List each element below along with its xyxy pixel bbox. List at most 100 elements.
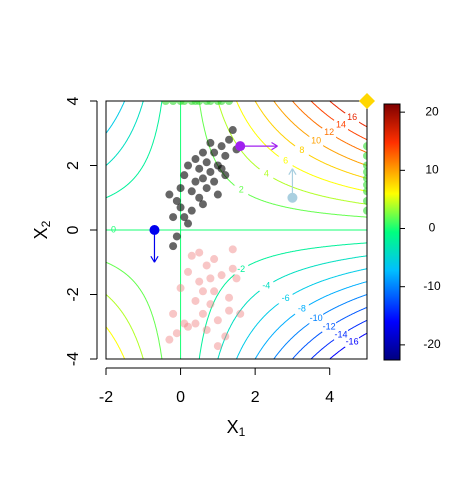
contour-line [106,101,367,359]
scatter-point [206,101,215,105]
contour-label: 2 [239,185,244,195]
scatter-point [363,174,367,183]
scatter-point [228,264,237,273]
y-tick-label: -2 [65,287,82,301]
contour-line [328,101,367,128]
contour-label-bg [259,168,274,179]
contour-label: -8 [298,304,306,314]
scatter-point [206,138,215,147]
scatter-point [202,184,211,193]
scatter-point [195,101,204,105]
scatter-point [206,167,215,176]
scatter-point [180,213,189,222]
scatter-point [232,274,241,283]
contour-label: -12 [323,322,336,332]
y-axis-label: X2 [31,220,53,239]
scatter-point [172,329,181,338]
y-tick-label: 0 [65,225,82,234]
scatter-point [221,171,230,180]
scatter-point [236,309,245,318]
colorbar-tick-label: -20 [423,337,441,351]
scatter-point [213,342,222,351]
optimum-point [359,93,375,109]
scatter-point [228,126,237,135]
scatter-point [191,177,200,186]
scatter-point [198,309,207,318]
contour-label-group: 2 [234,185,249,196]
scatter-point [191,319,200,328]
contour-label-group: -4 [259,280,274,292]
scatter-point [363,187,367,196]
y-tick-label: 4 [65,96,82,105]
contour-line [310,319,367,359]
arrow-head [150,255,159,263]
scatter-point [187,251,196,260]
scatter-point [184,161,193,170]
scatter-point [195,193,204,202]
scatter-point [191,296,200,305]
colorbar-tick-label: 20 [425,104,439,118]
contour-label-group: -2 [234,264,249,275]
contour-label-bg [294,145,309,156]
colorbar-tick-label: -10 [423,279,441,293]
scatter-point [198,287,207,296]
scatter-point [221,151,230,160]
scatter-point [213,190,222,199]
y-tick-label: 2 [65,161,82,170]
colorbar-tick-label: 0 [429,221,436,235]
contour-label-group: 14 [334,119,349,131]
scatter-point [202,325,211,334]
scatter-point [363,167,367,176]
scatter-point [187,187,196,196]
scatter-point [180,171,189,180]
arrow-head [288,168,297,176]
x-axis-label: X1 [227,417,246,439]
scatter-point [217,271,226,280]
scatter-point [169,213,178,222]
special-point [287,192,298,203]
contour-label-group: -12 [322,322,337,333]
scatter-point [195,248,204,257]
contour-label-bg [322,127,337,138]
scatter-point [206,300,215,309]
contour-label-group: -6 [278,293,293,304]
scatter-point [180,101,189,105]
scatter-point [225,306,234,315]
scatter-point [221,332,230,341]
scatter-point [169,242,178,251]
contour-line [106,101,367,359]
scatter-point [363,142,367,151]
contour-label: 12 [324,127,334,137]
contour-line [106,101,367,359]
scatter-point [210,148,219,157]
scatter-point [213,316,222,325]
contour-label: -14 [335,329,348,339]
scatter-point [225,135,234,144]
scatter-point [165,335,174,344]
scatter-point [225,293,234,302]
contour-label-bg [345,337,360,348]
contour-label-bg [234,264,249,275]
scatter-point [202,261,211,270]
contour-line [106,101,367,359]
contour-line [106,101,367,359]
contour-label: 8 [299,145,304,155]
scatter-point [202,158,211,167]
scatter-point [198,174,207,183]
contour-label: -4 [262,280,270,290]
contour-line [106,101,367,359]
scatter-point [210,255,219,264]
contour-label-group: 12 [322,127,337,138]
scatter-point [169,309,178,318]
contour-label-group: -8 [294,304,309,315]
contour-label: 14 [336,119,346,129]
contour-label-bg [259,281,274,292]
contour-label: 0 [111,224,116,234]
scatter-point [210,177,219,186]
scatter-point [172,196,181,205]
scatter-point [191,155,200,164]
contour-label-bg [234,185,249,196]
scatter-point [184,322,193,331]
scatter-point [195,164,204,173]
